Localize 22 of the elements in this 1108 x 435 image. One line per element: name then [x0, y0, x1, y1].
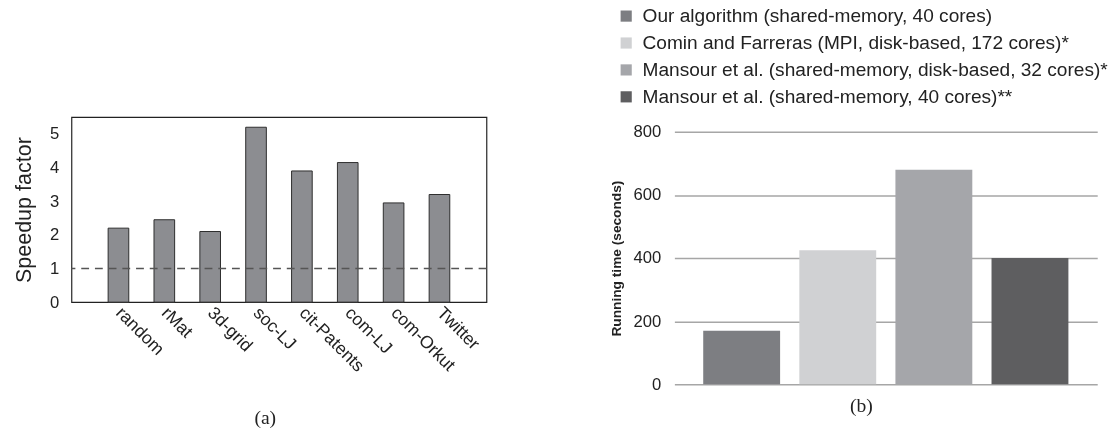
y-tick-label: 5: [49, 124, 60, 144]
y-tick-label: 800: [633, 122, 662, 142]
y-tick-label: 1: [49, 258, 60, 278]
bar: [703, 330, 781, 385]
y-tick-label: 4: [49, 157, 60, 177]
legend-label: Mansour et al. (shared-memory, 40 cores)**: [642, 85, 1013, 107]
legend-label: Our algorithm (shared-memory, 40 cores): [642, 4, 993, 26]
legend-label: Comin and Farreras (MPI, disk-based, 172 cores)*: [642, 31, 1070, 53]
bar: [799, 250, 877, 385]
y-tick-label: 400: [633, 248, 662, 268]
y-axis-title: Running time (seconds): [608, 180, 624, 337]
text: (a): [254, 406, 277, 429]
y-tick-label: 2: [49, 225, 60, 245]
y-tick-label: 600: [633, 185, 662, 205]
y-tick-label: 0: [651, 374, 662, 394]
legend-label: Mansour et al. (shared-memory, disk-based, 32 cores)*: [642, 58, 1108, 80]
y-axis-title: Speedup factor: [12, 137, 37, 284]
y-tick-label: 3: [49, 191, 60, 211]
y-tick-label: 0: [49, 292, 60, 312]
text: (b): [849, 394, 873, 417]
y-tick-label: 200: [633, 311, 662, 331]
bar: [991, 258, 1069, 385]
